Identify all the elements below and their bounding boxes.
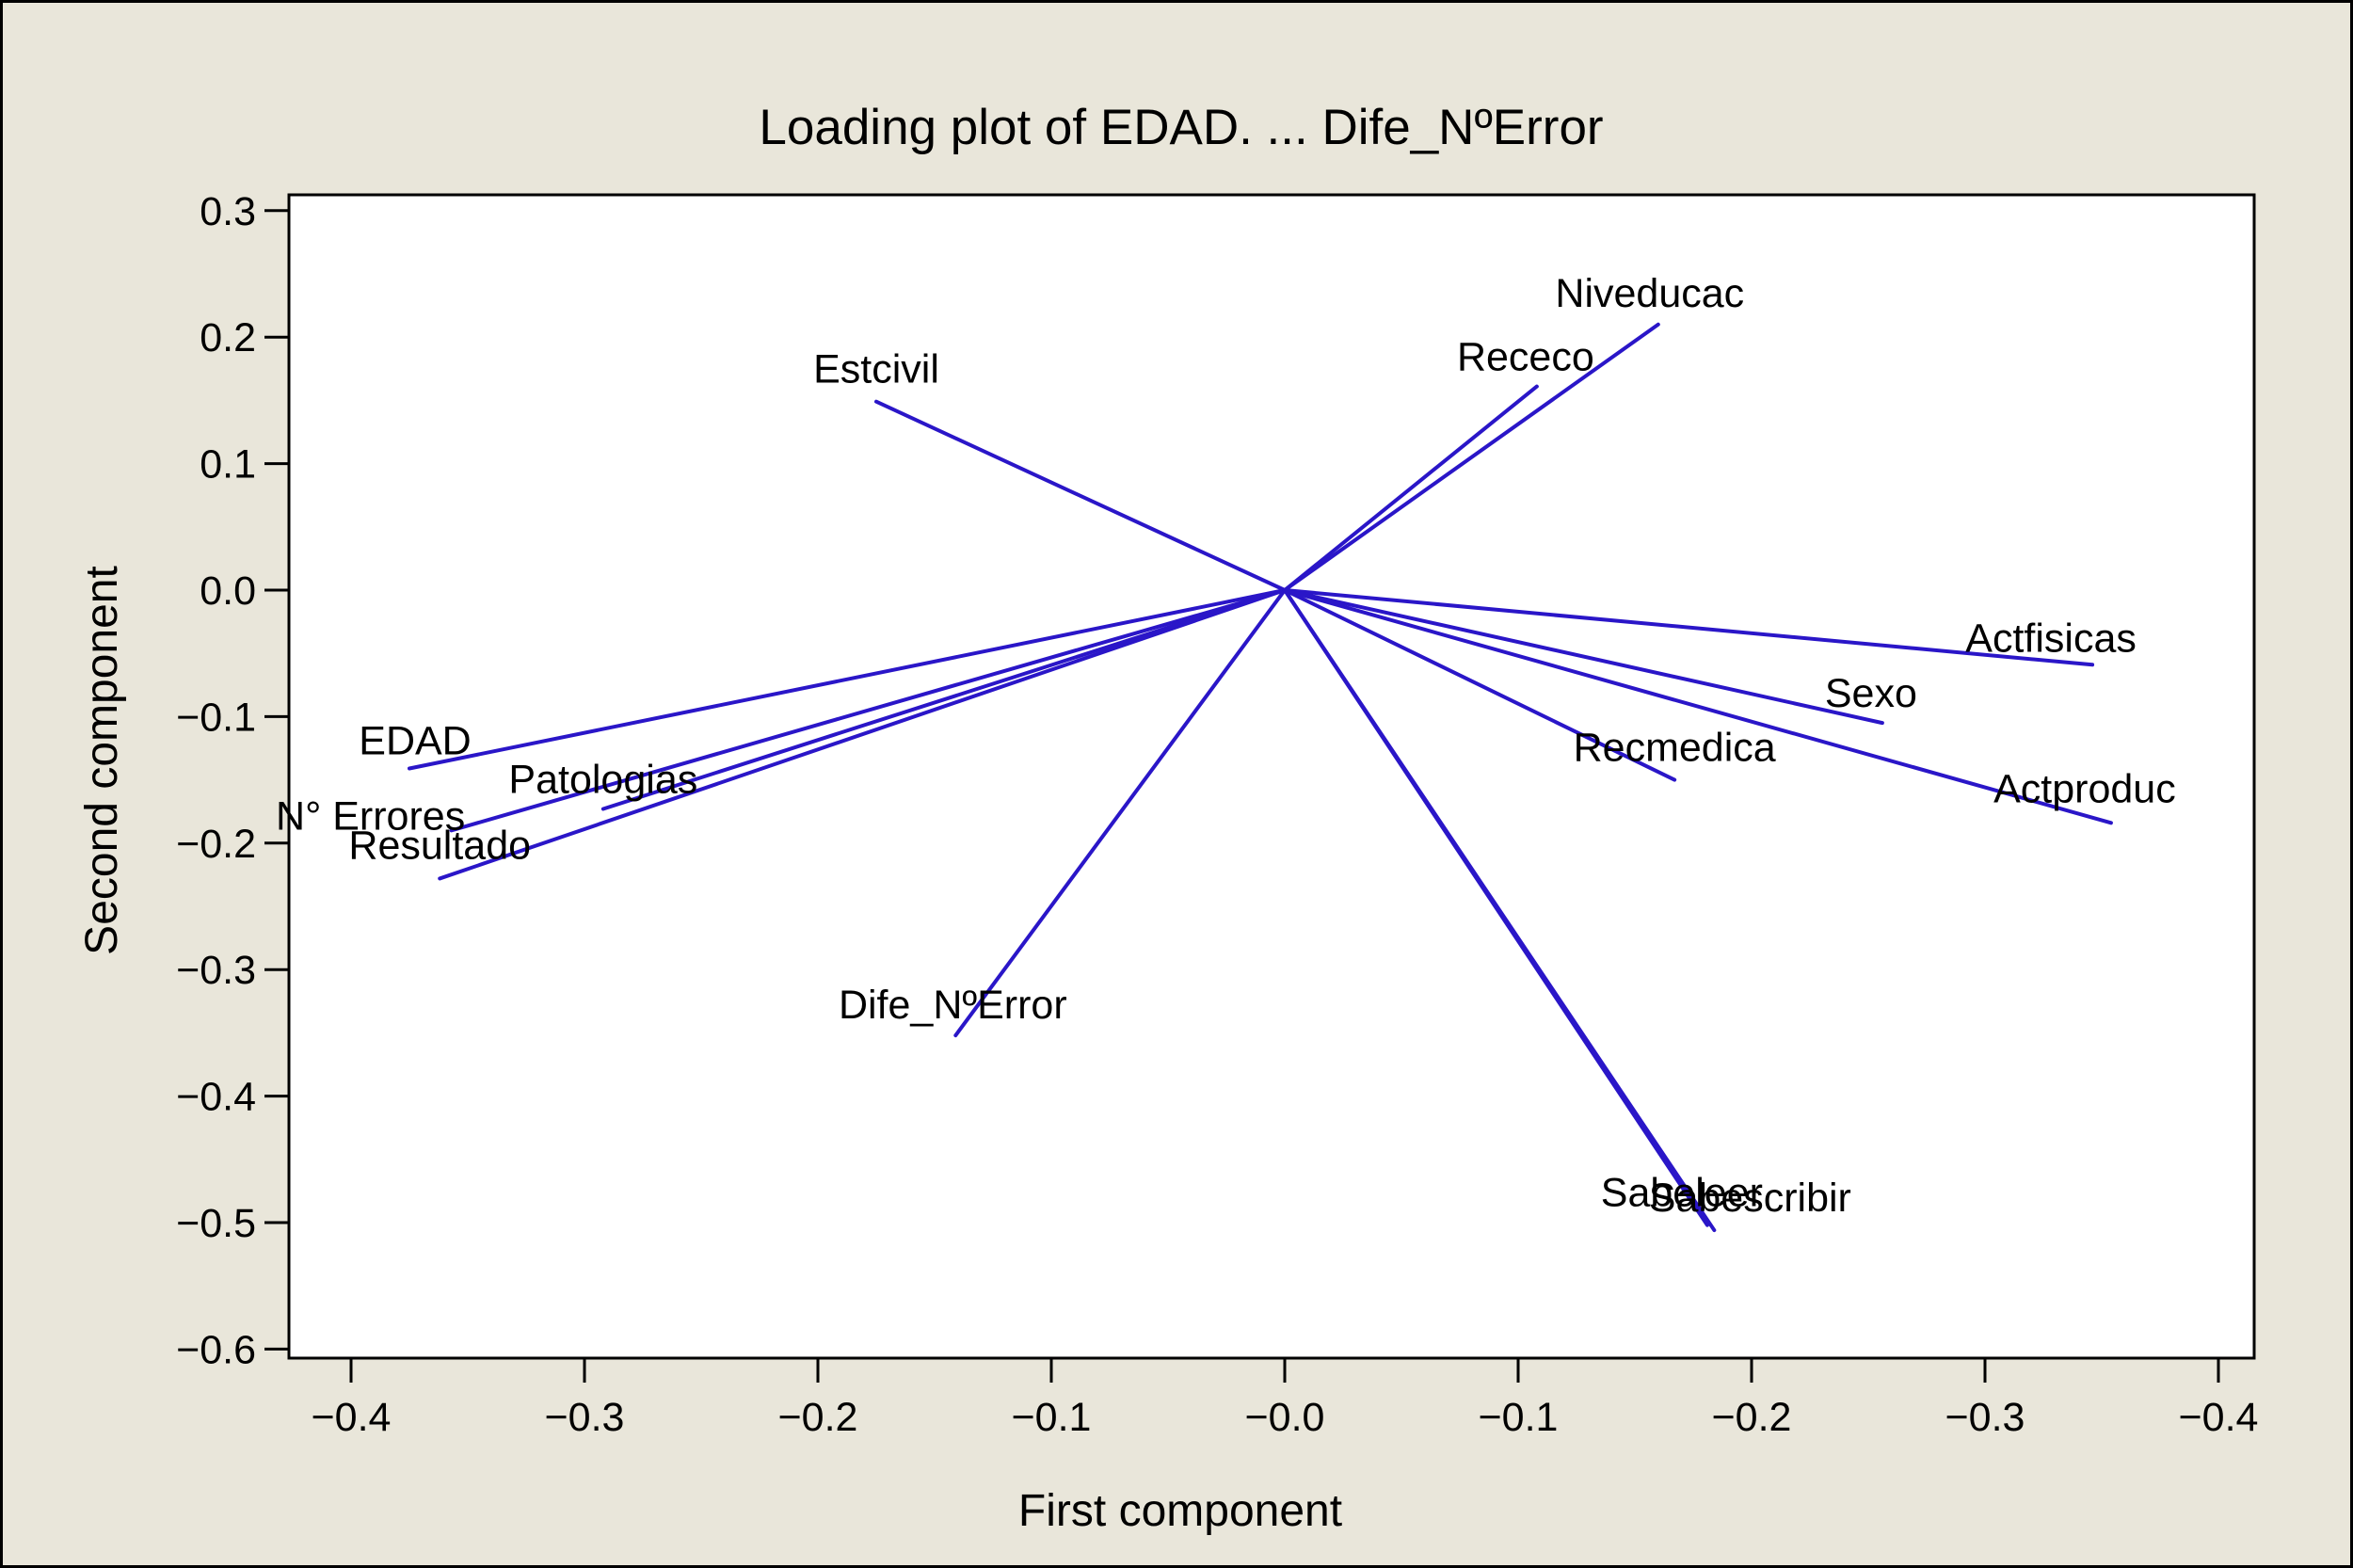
x-axis-title: First component xyxy=(1018,1486,1342,1536)
x-tick-label: −0.1 xyxy=(1479,1395,1559,1440)
vector-label-resultado: Resultado xyxy=(348,823,531,868)
vector-line-receco xyxy=(1283,384,1539,592)
vector-line-recmedica xyxy=(1283,588,1677,782)
x-tick-label: −0.2 xyxy=(1712,1395,1792,1440)
vector-line-sabescribir xyxy=(1283,588,1717,1233)
x-tick-label: −0.4 xyxy=(2179,1395,2259,1440)
loading-vectors xyxy=(408,322,2113,1233)
vector-line-niveducac xyxy=(1283,322,1660,592)
x-tick-label: −0.3 xyxy=(1945,1395,2025,1440)
vector-label-n-errores: N° Errores xyxy=(276,793,465,839)
vector-line-sexo xyxy=(1283,588,1884,726)
vector-label-sabescribir: Sabescribir xyxy=(1649,1176,1851,1221)
y-tick-label: −0.1 xyxy=(176,695,256,740)
vector-label-receco: Receco xyxy=(1457,335,1594,380)
chart-title: Loading plot of EDAD. ... Dife_NºError xyxy=(759,100,1603,155)
vector-line-n-errores xyxy=(449,588,1287,833)
vector-label-patologias: Patologias xyxy=(508,758,697,803)
x-tick-label: −0.2 xyxy=(778,1395,858,1440)
y-axis-ticks: 0.3 0.2 0.1 0.0 −0.1 −0.2 −0.3 −0.4 −0.5 −0.6 xyxy=(176,189,289,1372)
vector-label-actfisicas: Actfisicas xyxy=(1965,616,2137,661)
x-tick-label: −0.3 xyxy=(545,1395,625,1440)
y-tick-label: −0.6 xyxy=(176,1327,256,1372)
x-tick-label: −0.4 xyxy=(312,1395,392,1440)
vector-label-actproduc: Actproduc xyxy=(1993,766,2176,811)
x-tick-label: −0.1 xyxy=(1012,1395,1092,1440)
vector-label-sexo: Sexo xyxy=(1825,671,1917,716)
y-tick-label: −0.2 xyxy=(176,822,256,867)
vector-label-recmedica: Recmedica xyxy=(1574,726,1776,771)
x-tick-label: −0.0 xyxy=(1245,1395,1325,1440)
vector-line-edad xyxy=(408,588,1287,771)
vector-label-sabeleer: Sabeleer xyxy=(1601,1171,1763,1216)
vector-label-niveducac: Niveducac xyxy=(1555,271,1744,316)
vector-line-actproduc xyxy=(1283,588,2113,825)
loading-plot-chart: −0.4 −0.3 −0.2 −0.1 −0.0 −0.1 −0.2 −0.3 −0.4 0.3… xyxy=(77,100,2259,1536)
y-tick-label: −0.5 xyxy=(176,1201,256,1246)
vector-line-dife-n-error xyxy=(953,588,1287,1038)
y-tick-label: 0.1 xyxy=(200,442,256,488)
vector-line-actfisicas xyxy=(1283,588,2095,667)
y-tick-label: 0.3 xyxy=(200,189,256,234)
vector-line-estcivil xyxy=(874,399,1287,592)
x-axis-ticks: −0.4 −0.3 −0.2 −0.1 −0.0 −0.1 −0.2 −0.3 −0.4 xyxy=(312,1358,2259,1440)
vector-label-dife-n-error: Dife_NºError xyxy=(839,983,1067,1028)
vector-line-resultado xyxy=(438,588,1287,881)
y-axis-title: Second component xyxy=(77,566,127,955)
vector-label-edad: EDAD xyxy=(359,719,471,764)
vector-label-estcivil: Estcivil xyxy=(813,347,939,392)
y-tick-label: 0.2 xyxy=(200,315,256,360)
plot-area xyxy=(287,193,2256,1360)
vector-line-patologias xyxy=(600,588,1287,811)
y-tick-label: −0.4 xyxy=(176,1075,256,1120)
y-tick-label: −0.3 xyxy=(176,948,256,993)
y-tick-label: 0.0 xyxy=(200,568,256,614)
